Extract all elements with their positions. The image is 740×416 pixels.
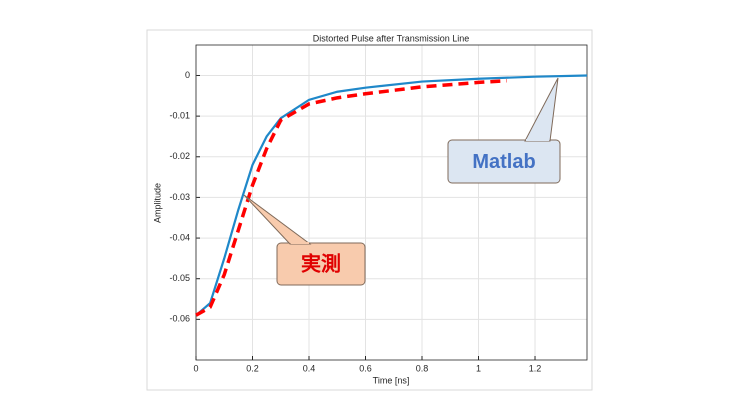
plot-border (195, 44, 588, 361)
callout-text: Matlab (472, 151, 535, 173)
callout-text: 実測 (301, 251, 341, 275)
chart-title: Distorted Pulse after Transmission Line (313, 33, 470, 43)
x-tick-label: 0.6 (359, 363, 372, 373)
y-tick-label: -0.06 (169, 314, 190, 324)
y-tick-label: 0 (185, 70, 190, 80)
x-tick-label: 0.2 (246, 363, 259, 373)
y-tick-label: -0.01 (169, 111, 190, 121)
y-tick-label: -0.04 (169, 232, 190, 242)
callout-box (447, 139, 561, 184)
x-tick-label: 0.4 (303, 363, 316, 373)
x-tick-label: 1 (476, 363, 481, 373)
x-tick-label: 0.8 (416, 363, 429, 373)
y-tick-label: -0.05 (169, 273, 190, 283)
x-tick-label: 1.2 (529, 363, 542, 373)
series-line (195, 74, 588, 317)
x-axis-label: Time [ns] (373, 375, 410, 385)
y-tick-label: -0.03 (169, 192, 190, 202)
y-tick-label: -0.02 (169, 151, 190, 161)
x-tick-label: 0 (193, 363, 198, 373)
callout-box (276, 242, 366, 286)
plot-area (196, 45, 587, 360)
series-line (195, 79, 507, 317)
y-axis-label: Amplitude (152, 183, 162, 223)
